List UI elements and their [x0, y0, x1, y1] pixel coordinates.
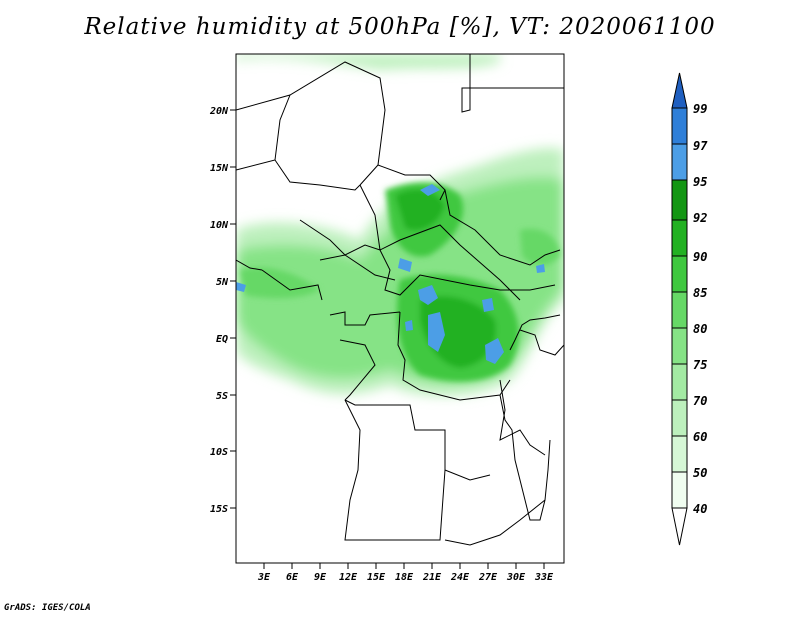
lon-label: 21E: [422, 572, 442, 583]
lon-label: 27E: [478, 572, 498, 583]
lon-label: 15E: [367, 572, 386, 583]
footer-credit: GrADS: IGES/COLA: [4, 603, 91, 613]
lon-label: 6E: [286, 572, 299, 583]
colorbar-segment: [671, 435, 688, 473]
colorbar-segment: [671, 143, 688, 181]
colorbar-segment: [671, 219, 688, 257]
lat-label: EQ: [216, 334, 228, 345]
lon-label: 12E: [339, 572, 358, 583]
lat-label: 5N: [216, 277, 229, 288]
colorbar-label: 40: [693, 502, 707, 516]
colorbar-label: 90: [693, 250, 707, 264]
colorbar-segment: [671, 107, 688, 145]
lon-label: 9E: [314, 572, 327, 583]
colorbar-segment: [671, 471, 688, 509]
colorbar-segment: [671, 255, 688, 293]
lon-label: 24E: [450, 572, 470, 583]
map-title: Relative humidity at 500hPa [%], VT: 202…: [84, 14, 716, 40]
humidity-saturated-patches: [236, 184, 545, 364]
colorbar-bottom-arrow: [671, 507, 688, 546]
lon-label: 3E: [257, 572, 271, 583]
colorbar-segment: [671, 179, 688, 221]
colorbar-label: 80: [693, 322, 707, 336]
lat-label: 15N: [210, 163, 229, 174]
humidity-band-north: [236, 54, 500, 70]
lon-label: 33E: [534, 572, 554, 583]
country-borders: [236, 54, 564, 546]
colorbar-segment: [671, 327, 688, 365]
colorbar-segment: [671, 399, 688, 437]
colorbar-label: 99: [693, 102, 707, 116]
colorbar-label: 60: [693, 430, 707, 444]
colorbar-label: 85: [693, 286, 707, 300]
lat-label: 10N: [210, 220, 229, 231]
colorbar-label: 75: [693, 358, 707, 372]
lat-tick-marks: [230, 109, 236, 509]
colorbar-label: 97: [693, 139, 708, 153]
lat-label: 5S: [216, 391, 228, 402]
colorbar-segment: [671, 291, 688, 329]
lat-label: 15S: [210, 504, 228, 515]
lon-label: 18E: [395, 572, 414, 583]
humidity-cell-chad-core: [395, 189, 445, 231]
colorbar-label: 92: [693, 211, 707, 225]
colorbar-label: 50: [693, 466, 707, 480]
map-frame: [235, 53, 565, 564]
lon-tick-marks: [263, 563, 545, 569]
lat-label: 10S: [210, 447, 228, 458]
colorbar: [671, 72, 688, 546]
humidity-cell-sudan: [520, 228, 560, 266]
colorbar-label: 70: [693, 394, 707, 408]
colorbar-label: 95: [693, 175, 707, 189]
lon-label: 30E: [506, 572, 526, 583]
colorbar-top-arrow: [671, 72, 688, 109]
colorbar-segment: [671, 363, 688, 401]
lat-label: 20N: [209, 106, 229, 117]
